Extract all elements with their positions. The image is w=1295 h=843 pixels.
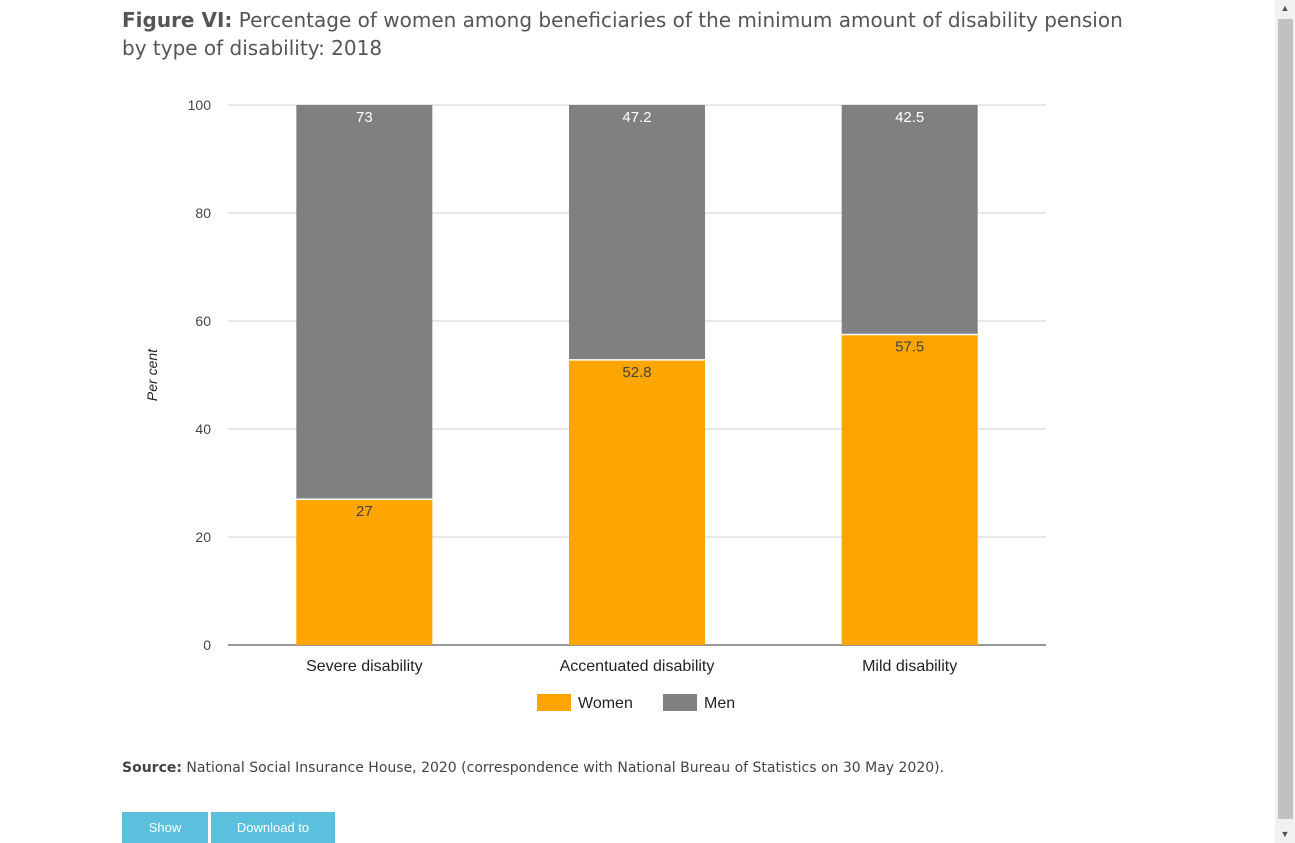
data-label: 27	[356, 503, 373, 520]
x-tick-label: Accentuated disability	[560, 658, 715, 675]
bar-women	[569, 359, 705, 645]
data-label: 52.8	[622, 364, 651, 381]
y-tick-label: 20	[195, 529, 211, 545]
source-text: National Social Insurance House, 2020 (c…	[186, 760, 945, 776]
data-label: 47.2	[622, 109, 651, 126]
show-data-button[interactable]: Show Data	[122, 812, 208, 843]
y-tick-label: 0	[203, 637, 211, 653]
scroll-up-arrow-icon[interactable]: ▲	[1280, 3, 1290, 13]
download-csv-button[interactable]: Download to CSV	[211, 812, 335, 843]
scroll-down-arrow-icon[interactable]: ▼	[1280, 829, 1290, 839]
scrollbar-thumb[interactable]	[1278, 19, 1293, 819]
source-lead: Source:	[122, 760, 182, 776]
bar-women	[296, 499, 433, 645]
bar-women	[841, 334, 978, 645]
data-label: 42.5	[895, 109, 924, 126]
x-tick-label: Mild disability	[862, 658, 957, 675]
bar-men	[296, 105, 433, 500]
legend-swatch-women	[537, 694, 571, 711]
y-tick-label: 60	[195, 313, 211, 329]
bar-men	[841, 105, 978, 335]
figure-title-lead: Figure VI:	[122, 8, 233, 32]
y-tick-label: 100	[188, 97, 212, 113]
legend-swatch-men	[663, 694, 697, 711]
y-tick-label: 40	[195, 421, 211, 437]
data-label: 73	[356, 109, 373, 126]
y-axis-label: Per cent	[144, 348, 160, 401]
data-label: 57.5	[895, 339, 924, 356]
stacked-bar-chart: 0 20 40 60 80 100 Per cent 27 73 Severe disabilit…	[144, 97, 1046, 712]
x-tick-label: Severe disability	[306, 658, 423, 675]
figure-title: Figure VI: Percentage of women among ben…	[122, 6, 1152, 62]
source-note: Source: National Social Insurance House,…	[122, 760, 944, 776]
y-tick-label: 80	[195, 205, 211, 221]
legend-label-women: Women	[578, 695, 633, 712]
legend-label-men: Men	[704, 695, 735, 712]
bar-men	[569, 105, 705, 360]
vertical-scrollbar[interactable]: ▲ ▼	[1275, 0, 1295, 843]
figure-title-text: Percentage of women among beneficiaries …	[122, 8, 1123, 60]
